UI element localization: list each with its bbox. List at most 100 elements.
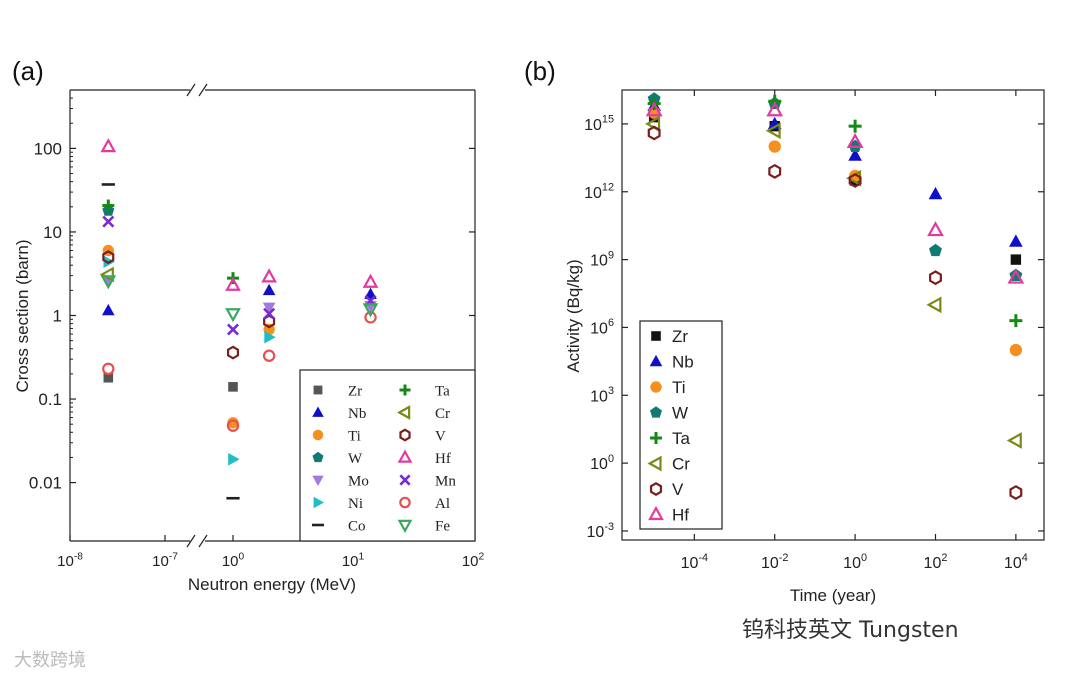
y-tick-label: 1012 (584, 182, 614, 202)
legend-marker-zr (651, 331, 661, 341)
point-nb (928, 186, 943, 200)
legend-label-w: W (348, 451, 363, 467)
x-tick-label: 100 (222, 551, 245, 570)
x-tick-label: 101 (342, 551, 365, 570)
panel-a-label: (a) (12, 56, 44, 86)
legend-label-w: W (672, 404, 688, 423)
point-v (929, 270, 942, 286)
point-zr (103, 372, 114, 383)
legend-label-nb: Nb (672, 353, 694, 372)
point-hf (766, 101, 784, 117)
x-tick-label: 10-8 (57, 551, 83, 570)
legend-label-hf: Hf (672, 506, 689, 525)
y-axis-label: Cross section (barn) (13, 239, 32, 392)
legend-label-cr: Cr (435, 406, 450, 422)
y-tick-label: 1 (53, 307, 62, 326)
legend-label-mo: Mo (348, 474, 369, 490)
x-tick-label: 102 (924, 552, 948, 572)
legend-marker-cr (396, 405, 411, 420)
legend-marker-nb (649, 354, 663, 367)
legend-marker-hf (397, 449, 413, 463)
point-hf (645, 101, 663, 117)
point-al (226, 419, 240, 432)
y-tick-label: 10-3 (587, 521, 614, 541)
legend-marker-al (399, 496, 411, 509)
legend-label-nb: Nb (348, 406, 366, 422)
point-v (102, 250, 115, 265)
x-tick-label: 10-7 (152, 551, 178, 570)
point-cr (926, 296, 942, 314)
point-mo (262, 302, 276, 315)
point-al (102, 362, 115, 376)
axis-break-top (186, 83, 208, 97)
y-tick-label: 1015 (584, 114, 614, 134)
point-hf (100, 138, 117, 153)
x-tick-label: 102 (462, 551, 485, 570)
point-ta (1009, 314, 1023, 328)
x-tick-label: 104 (1004, 552, 1028, 572)
legend-marker-cr (647, 455, 662, 472)
point-al (364, 311, 377, 324)
legend-marker-ta (399, 384, 411, 396)
legend-marker-w (312, 451, 324, 463)
point-w (928, 243, 942, 257)
point-v (226, 345, 240, 360)
x-tick-label: 10-4 (681, 552, 708, 572)
point-al (262, 349, 276, 362)
legend-label-fe: Fe (435, 519, 450, 535)
point-mn (102, 215, 115, 228)
legend-label-zr: Zr (672, 327, 688, 346)
y-tick-label: 10 (43, 223, 62, 242)
point-hf (261, 268, 277, 283)
point-hf (1007, 268, 1025, 284)
watermark-right: 钨科技英文 Tungsten (742, 618, 959, 643)
panel-b-label: (b) (524, 56, 556, 86)
legend-marker-zr (313, 385, 323, 395)
point-mn (226, 323, 240, 336)
legend-marker-ti (650, 381, 662, 393)
point-hf (927, 221, 944, 237)
point-ta (848, 119, 862, 133)
point-fe (225, 308, 241, 323)
x-tick-label: 100 (843, 552, 867, 572)
legend-marker-w (650, 406, 662, 418)
legend-marker-fe (397, 519, 413, 534)
point-ni (228, 453, 240, 466)
legend-label-ti: Ti (672, 378, 686, 397)
legend-label-cr: Cr (672, 455, 690, 474)
legend-marker-hf (648, 505, 664, 521)
legend-label-co: Co (348, 519, 366, 535)
panel-a-chart: 0.01 0.1 1 10 100 Cross section (barn) 10-8 10… (13, 83, 485, 594)
point-v (848, 173, 862, 188)
legend-marker-v (399, 428, 411, 442)
point-hf (225, 276, 241, 291)
y-tick-label: 100 (34, 139, 62, 158)
point-nb (848, 148, 862, 161)
point-ti (227, 417, 239, 429)
x-axis-label: Time (year) (790, 586, 876, 605)
legend-label-ta: Ta (435, 384, 450, 400)
point-cr (99, 266, 114, 283)
point-cr (1006, 432, 1022, 449)
y-tick-label: 0.01 (29, 474, 62, 493)
y-tick-label: 106 (590, 317, 614, 337)
point-nb (101, 303, 115, 316)
watermark-left: 大数跨境 (14, 650, 86, 671)
x-tick-label: 10-2 (761, 552, 788, 572)
point-ti (1009, 343, 1023, 357)
legend-label-hf: Hf (435, 451, 451, 467)
point-hf (362, 273, 379, 288)
point-v (768, 163, 782, 179)
point-cr (765, 122, 781, 140)
y-tick-label: 100 (590, 453, 614, 473)
legend-marker-ni (313, 496, 325, 509)
point-zr (228, 382, 238, 392)
legend-marker-ta (650, 432, 662, 444)
point-fe (362, 303, 379, 318)
y-axis-label: Activity (Bq/kg) (564, 259, 583, 372)
x-axis-label: Neutron energy (MeV) (188, 575, 356, 594)
legend-marker-mn (399, 474, 411, 486)
y-tick-label: 109 (590, 249, 614, 269)
point-v (647, 125, 661, 141)
